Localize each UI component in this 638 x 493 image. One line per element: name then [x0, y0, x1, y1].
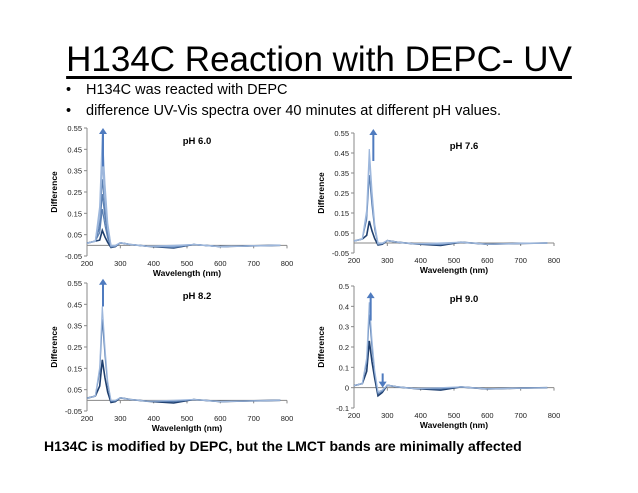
y-tick-label: 0.55 [67, 279, 82, 288]
spectrum-line [353, 174, 548, 246]
y-tick-label: 0.45 [67, 145, 82, 154]
spectrum-line [86, 209, 281, 249]
y-tick-label: 0.45 [67, 300, 82, 309]
x-tick-label: 400 [414, 256, 427, 265]
chart-ph-8-2: -0.05 0.05 0.15 0.25 0.35 0.45 0.55 200 300 400 50… [49, 278, 294, 433]
x-axis-title: Wavelength (nm) [420, 265, 488, 275]
x-tick-label: 600 [214, 414, 227, 423]
x-tick-label: 600 [214, 259, 227, 268]
chart-title: pH 8.2 [183, 291, 212, 302]
y-axis-title: Difference [49, 326, 59, 368]
trend-arrow-head [378, 381, 387, 388]
y-tick-label: 0.15 [334, 209, 349, 218]
x-tick-label: 500 [181, 414, 194, 423]
trend-arrow-head [99, 128, 107, 134]
x-tick-label: 400 [147, 414, 160, 423]
chart-ph-9-0: -0.1 0 0.1 0.2 0.3 0.4 0.5 200 300 400 500 600 700 80… [316, 282, 561, 430]
x-tick-label: 700 [514, 411, 527, 420]
x-tick-label: 500 [181, 259, 194, 268]
spectrum-line [86, 194, 281, 248]
spectrum-line [353, 302, 548, 393]
spectrum-line [353, 220, 548, 247]
spectrum-line [353, 148, 548, 245]
y-axis-title: Difference [316, 326, 326, 368]
spectrum-line [86, 359, 281, 404]
trend-arrow-head [99, 278, 107, 285]
spectrum-line [86, 134, 281, 248]
trend-arrow-head [366, 292, 375, 299]
y-tick-label: 0.15 [67, 209, 82, 218]
x-tick-label: 600 [481, 411, 494, 420]
y-tick-label: 0.25 [67, 343, 82, 352]
y-tick-label: 0.05 [67, 386, 82, 395]
y-tick-label: 0.35 [67, 167, 82, 176]
chart-title: pH 7.6 [450, 141, 479, 152]
slide-title: H134C Reaction with DEPC- UV [66, 40, 572, 79]
y-tick-label: 0.55 [334, 129, 349, 138]
spectrum-line [86, 306, 281, 403]
spectrum-line [353, 158, 548, 245]
x-tick-label: 600 [481, 256, 494, 265]
y-tick-label: -0.05 [65, 407, 82, 416]
chart-title: pH 6.0 [183, 136, 212, 147]
x-tick-label: 300 [114, 259, 127, 268]
y-tick-label: 0.35 [334, 169, 349, 178]
y-tick-label: 0.5 [339, 282, 349, 291]
y-axis-title: Difference [316, 172, 326, 214]
y-tick-label: -0.05 [65, 252, 82, 261]
x-tick-label: 300 [381, 411, 394, 420]
x-tick-label: 800 [281, 259, 294, 268]
y-tick-label: 0.35 [67, 322, 82, 331]
y-tick-label: 0.05 [67, 231, 82, 240]
x-tick-label: 400 [147, 259, 160, 268]
y-tick-label: 0.4 [339, 302, 349, 311]
spectrum-line [86, 319, 281, 403]
spectrum-line [86, 164, 281, 248]
x-tick-label: 200 [81, 259, 94, 268]
y-tick-label: 0.25 [334, 189, 349, 198]
y-tick-label: -0.05 [332, 249, 349, 258]
y-tick-label: 0 [345, 384, 349, 393]
x-tick-label: 200 [81, 414, 94, 423]
y-tick-label: 0.3 [339, 323, 349, 332]
x-axis-title: Wavelength (nm) [420, 420, 488, 430]
y-tick-label: 0.15 [67, 364, 82, 373]
trend-arrow-head [369, 129, 378, 135]
y-tick-label: 0.05 [334, 229, 349, 238]
bullet-item: difference UV-Vis spectra over 40 minute… [62, 101, 501, 122]
chart-ph-7-6: -0.05 0.05 0.15 0.25 0.35 0.45 0.55 200 300 400 50… [316, 129, 561, 275]
x-tick-label: 700 [247, 259, 260, 268]
x-tick-label: 800 [281, 414, 294, 423]
y-tick-label: 0.55 [67, 124, 82, 133]
y-tick-label: 0.1 [339, 363, 349, 372]
y-tick-label: 0.2 [339, 343, 349, 352]
x-tick-label: 800 [548, 411, 561, 420]
x-tick-label: 500 [448, 256, 461, 265]
x-tick-label: 700 [514, 256, 527, 265]
chart-title: pH 9.0 [450, 294, 479, 305]
x-tick-label: 200 [348, 411, 361, 420]
y-tick-label: 0.45 [334, 149, 349, 158]
x-tick-label: 700 [247, 414, 260, 423]
chart-ph-6-0: -0.05 0.05 0.15 0.25 0.35 0.45 0.55 200 300 400 50… [49, 124, 294, 278]
y-axis-title: Difference [49, 171, 59, 213]
x-tick-label: 800 [548, 256, 561, 265]
bullet-list: H134C was reacted with DEPC difference U… [62, 80, 501, 122]
x-tick-label: 200 [348, 256, 361, 265]
spectrum-line [86, 149, 281, 248]
x-tick-label: 400 [414, 411, 427, 420]
x-tick-label: 300 [114, 414, 127, 423]
spectrum-line [86, 179, 281, 248]
x-tick-label: 300 [381, 256, 394, 265]
x-axis-title: Wavelength (nm) [153, 268, 221, 278]
x-axis-title: Wavelenlgth (nm) [152, 423, 223, 433]
y-tick-label: -0.1 [336, 404, 349, 413]
x-tick-label: 500 [448, 411, 461, 420]
y-tick-label: 0.25 [67, 188, 82, 197]
bullet-item: H134C was reacted with DEPC [62, 80, 501, 101]
slide-footer: H134C is modified by DEPC, but the LMCT … [44, 438, 522, 454]
